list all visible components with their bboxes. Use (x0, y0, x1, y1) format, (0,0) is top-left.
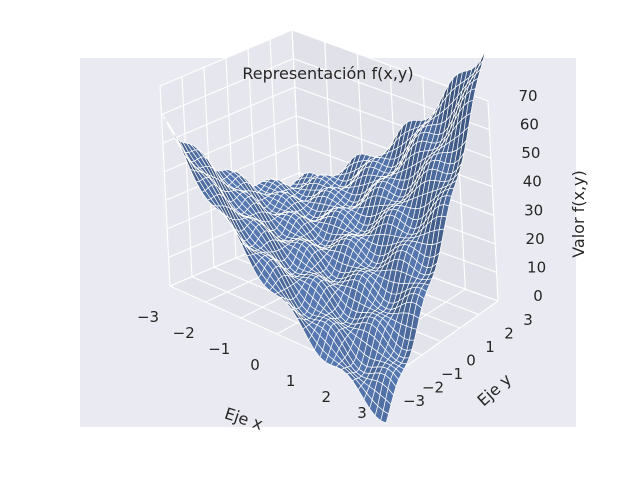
x-tick-label: 3 (357, 404, 367, 422)
gridline-z-left (164, 115, 297, 173)
z-axis-label: Valor f(x,y) (569, 170, 588, 258)
gridline-x-back (487, 100, 499, 302)
z-tick-label: 50 (521, 144, 540, 162)
gridline-y-left (159, 85, 171, 287)
y-tick-label: −1 (441, 365, 463, 383)
gridline-z-left (162, 86, 296, 144)
z-tick-label: 60 (520, 116, 539, 134)
z-tick-label: 70 (518, 87, 537, 105)
gridline-z-left (161, 58, 294, 116)
x-tick-label: 2 (322, 388, 332, 406)
z-tick-label: 30 (524, 201, 543, 219)
y-tick-label: 3 (523, 311, 533, 329)
gridline-y-left (181, 76, 193, 277)
z-tick-label: 40 (523, 173, 542, 191)
y-tick-label: −2 (422, 379, 444, 397)
y-tick-label: 2 (504, 325, 514, 343)
y-tick-label: 0 (466, 352, 476, 370)
x-tick-label: −1 (208, 340, 230, 358)
surface-plot (161, 50, 486, 424)
x-tick-label: 0 (250, 356, 260, 374)
chart-title: Representación f(x,y) (242, 64, 413, 83)
x-tick-label: 1 (286, 372, 296, 390)
z-tick-label: 20 (526, 230, 545, 248)
x-tick-label: −3 (137, 308, 159, 326)
z-tick-label: 10 (527, 258, 546, 276)
surface-patch (380, 410, 389, 424)
y-tick-label: 1 (485, 338, 495, 356)
y-tick-label: −3 (403, 392, 425, 410)
x-tick-label: −2 (173, 324, 195, 342)
gridline-z-left (159, 29, 293, 87)
z-tick-label: 0 (533, 287, 543, 305)
